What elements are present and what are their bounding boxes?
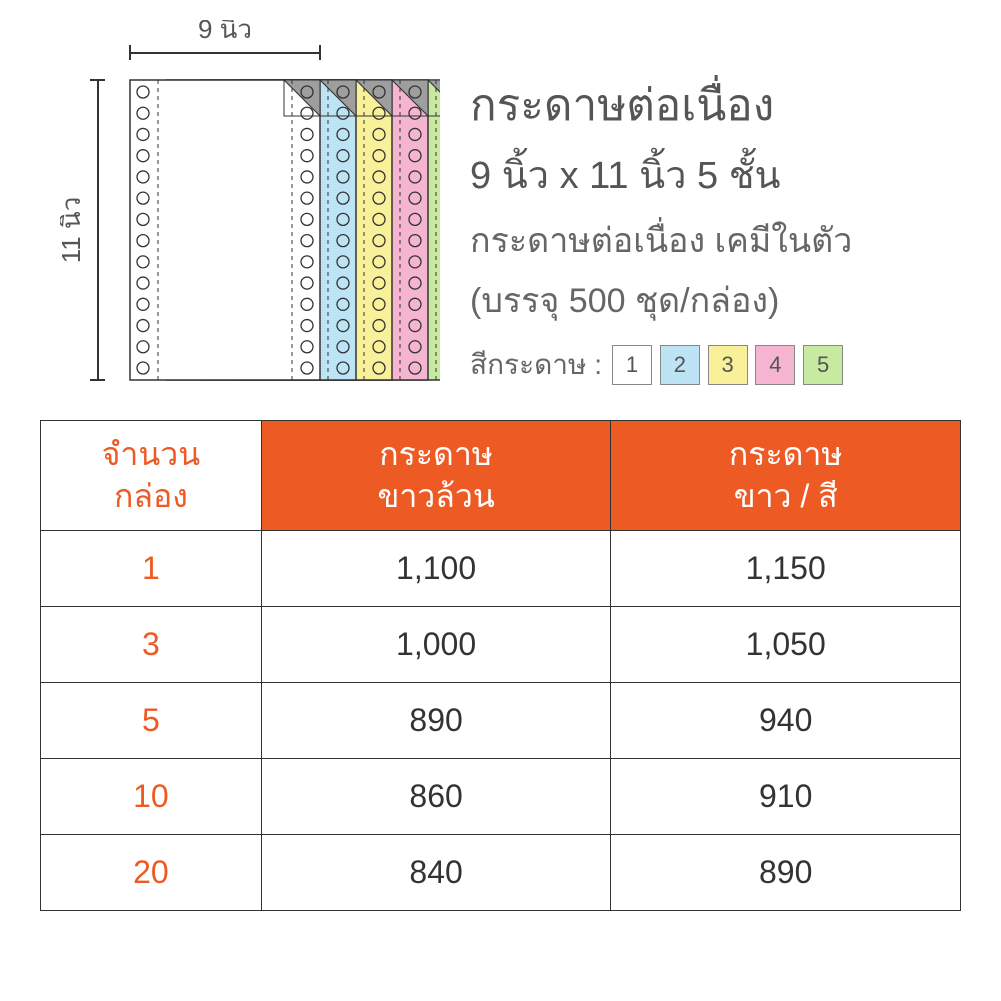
cell-color: 910 bbox=[611, 759, 961, 835]
col-white: กระดาษขาวล้วน bbox=[261, 421, 611, 531]
cell-white: 860 bbox=[261, 759, 611, 835]
cell-color: 890 bbox=[611, 835, 961, 911]
table-row: 20840890 bbox=[41, 835, 961, 911]
product-pack: (บรรจุ 500 ชุด/กล่อง) bbox=[470, 273, 961, 327]
svg-text:11 นิ้ว: 11 นิ้ว bbox=[60, 197, 86, 264]
product-info: กระดาษต่อเนื่อง 9 นิ้ว x 11 นิ้ว 5 ชั้น … bbox=[440, 20, 961, 400]
table-row: 31,0001,050 bbox=[41, 607, 961, 683]
col-qty: จำนวนกล่อง bbox=[41, 421, 262, 531]
cell-white: 1,100 bbox=[261, 531, 611, 607]
col-color: กระดาษขาว / สี bbox=[611, 421, 961, 531]
cell-qty: 20 bbox=[41, 835, 262, 911]
paper-diagram: 9 นิ้ว 11 นิ้ว bbox=[60, 20, 440, 400]
cell-qty: 1 bbox=[41, 531, 262, 607]
color-swatch-5: 5 bbox=[803, 345, 843, 385]
table-row: 11,1001,150 bbox=[41, 531, 961, 607]
color-swatch-2: 2 bbox=[660, 345, 700, 385]
cell-white: 1,000 bbox=[261, 607, 611, 683]
table-row: 5890940 bbox=[41, 683, 961, 759]
cell-color: 940 bbox=[611, 683, 961, 759]
product-subtitle: 9 นิ้ว x 11 นิ้ว 5 ชั้น bbox=[470, 144, 961, 205]
cell-color: 1,050 bbox=[611, 607, 961, 683]
product-desc: กระดาษต่อเนื่อง เคมีในตัว bbox=[470, 213, 961, 267]
cell-white: 890 bbox=[261, 683, 611, 759]
price-table-wrap: จำนวนกล่องกระดาษขาวล้วนกระดาษขาว / สี 11… bbox=[0, 420, 1001, 911]
product-title: กระดาษต่อเนื่อง bbox=[470, 70, 961, 140]
color-swatch-3: 3 bbox=[708, 345, 748, 385]
cell-qty: 3 bbox=[41, 607, 262, 683]
top-section: 9 นิ้ว 11 นิ้ว กระดาษต่อเนื่อง 9 นิ้ว x 1… bbox=[0, 0, 1001, 410]
cell-qty: 5 bbox=[41, 683, 262, 759]
color-swatch-4: 4 bbox=[755, 345, 795, 385]
table-row: 10860910 bbox=[41, 759, 961, 835]
cell-color: 1,150 bbox=[611, 531, 961, 607]
price-table: จำนวนกล่องกระดาษขาวล้วนกระดาษขาว / สี 11… bbox=[40, 420, 961, 911]
color-swatch-1: 1 bbox=[612, 345, 652, 385]
color-row: สีกระดาษ : 1 2 3 4 5 bbox=[470, 343, 961, 387]
color-label: สีกระดาษ : bbox=[470, 343, 602, 387]
cell-white: 840 bbox=[261, 835, 611, 911]
cell-qty: 10 bbox=[41, 759, 262, 835]
svg-text:9 นิ้ว: 9 นิ้ว bbox=[198, 20, 252, 44]
